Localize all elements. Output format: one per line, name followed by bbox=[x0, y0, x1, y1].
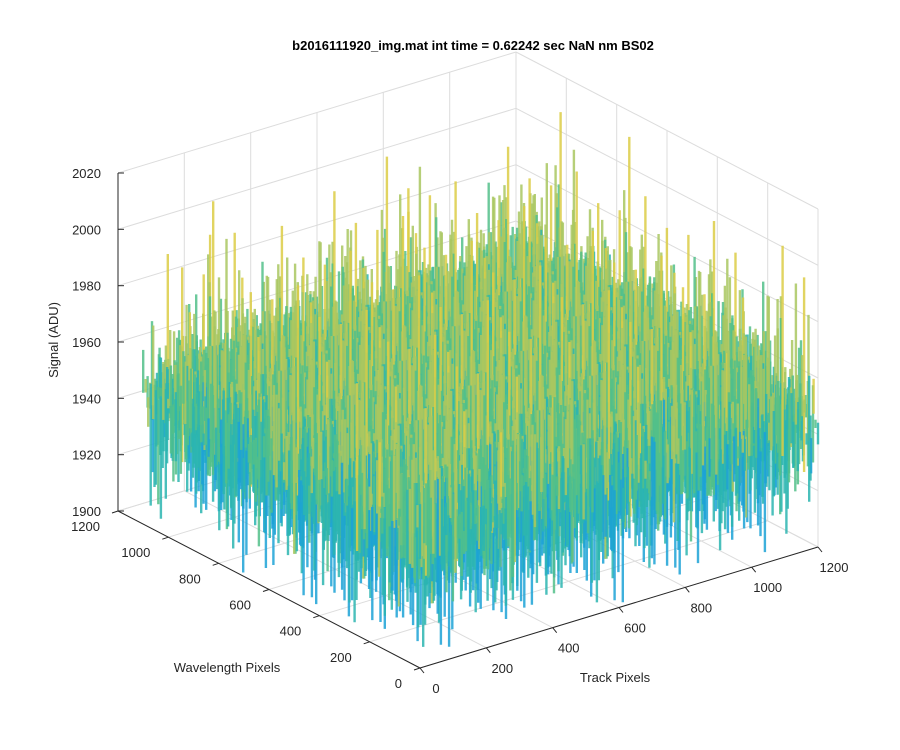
back-wall-grid-line bbox=[117, 51, 517, 174]
back-wall-grid-line bbox=[117, 164, 517, 287]
back-wall-grid-line bbox=[117, 107, 517, 230]
side-wall-grid-line bbox=[515, 107, 819, 266]
surface-mesh bbox=[141, 112, 820, 647]
side-wall-grid-line bbox=[515, 51, 819, 210]
floor-grid-line bbox=[369, 520, 768, 643]
